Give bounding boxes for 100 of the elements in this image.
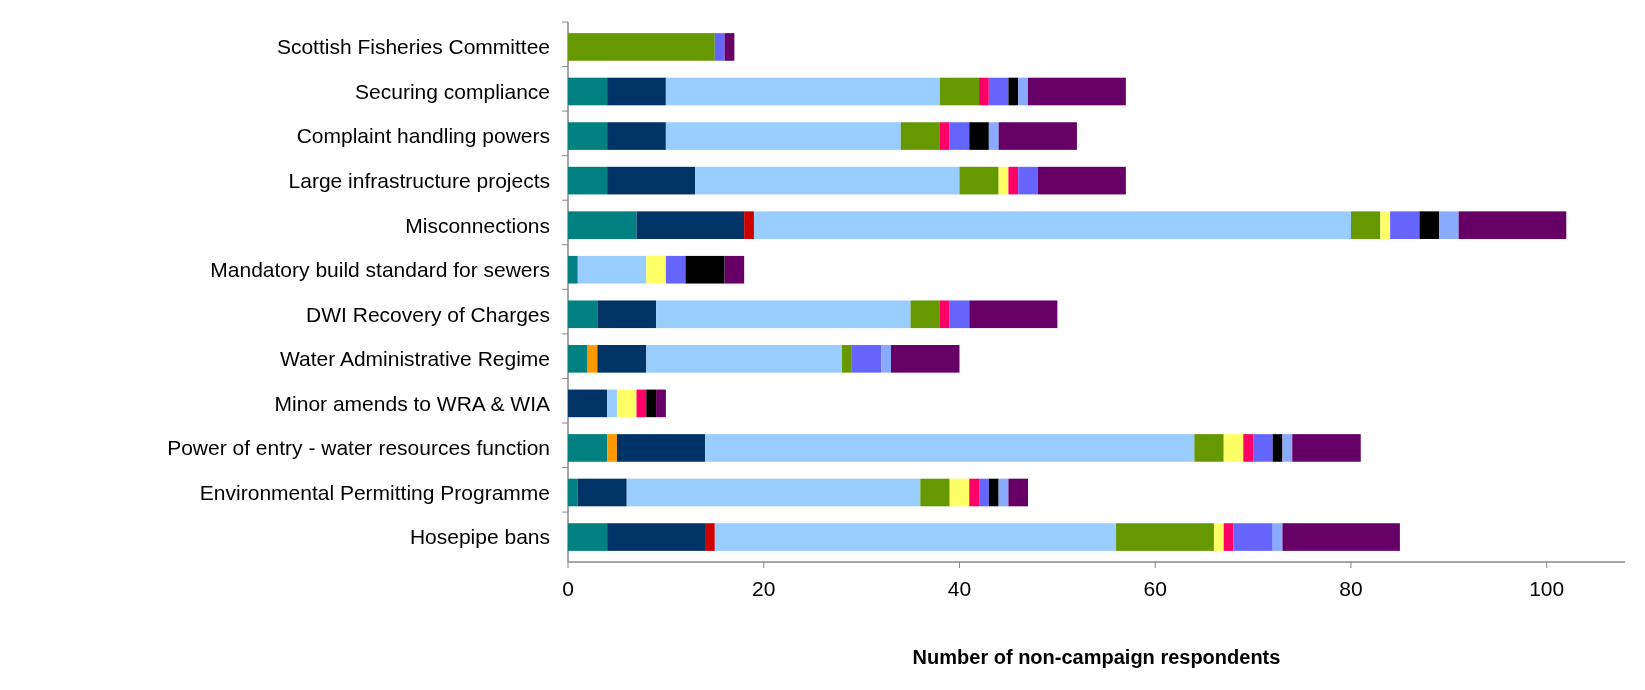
bar [988, 77, 1009, 106]
bar [568, 122, 608, 150]
bar [1018, 166, 1038, 195]
y-tick-label: Hosepipe bans [409, 525, 550, 549]
bar [1008, 478, 1028, 507]
bar [1194, 434, 1224, 462]
bar [695, 166, 960, 195]
bar [636, 211, 745, 239]
bar [939, 300, 950, 329]
x-tick-label: 20 [752, 577, 776, 600]
bar [910, 300, 940, 329]
y-tick-label: Large infrastructure projects [288, 168, 550, 192]
bar [568, 523, 608, 551]
bar [685, 255, 725, 284]
y-tick-label: Scottish Fisheries Committee [276, 35, 550, 59]
bar [744, 211, 754, 239]
bar [568, 33, 715, 61]
x-tick-label: 100 [1529, 577, 1565, 600]
y-tick-label: Complaint handling powers [296, 124, 550, 148]
bar [1282, 434, 1293, 462]
y-tick-label: Water Administrative Regime [280, 347, 550, 371]
bar [842, 345, 852, 373]
bar [607, 434, 617, 462]
x-tick-label: 40 [947, 577, 972, 600]
bar [900, 122, 940, 150]
bar [1253, 434, 1273, 462]
bar [705, 523, 715, 551]
bar [881, 345, 891, 373]
bar [656, 389, 666, 418]
bar [998, 122, 1077, 150]
bar [949, 122, 970, 150]
bar [665, 77, 940, 106]
bar [568, 77, 608, 106]
x-tick-label: 0 [562, 577, 574, 600]
bar [577, 478, 627, 507]
bar [714, 523, 1117, 551]
y-tick-label: Securing compliance [355, 79, 550, 103]
bar [969, 122, 989, 150]
bar [1458, 211, 1567, 239]
bar [626, 478, 921, 507]
x-tick-label: 80 [1339, 577, 1363, 600]
bar [988, 478, 999, 507]
bar [577, 255, 647, 284]
bar [607, 523, 706, 551]
y-tick-label: Environmental Permitting Programme [199, 480, 550, 504]
bar [587, 345, 598, 373]
bar [607, 389, 617, 418]
bar [607, 122, 666, 150]
bar [616, 434, 706, 462]
bar [1272, 434, 1283, 462]
y-tick-label: Power of entry - water resources function [167, 436, 550, 460]
bar [568, 255, 578, 284]
y-tick-label: Misconnections [405, 213, 550, 237]
bar [998, 478, 1009, 507]
bar [1018, 77, 1028, 106]
bar [724, 255, 745, 284]
bar [1292, 434, 1361, 462]
y-tick-label: DWI Recovery of Charges [306, 302, 550, 326]
bar [607, 77, 666, 106]
bar [1027, 77, 1126, 106]
bar [568, 478, 578, 507]
bar [1223, 434, 1244, 462]
bar [1390, 211, 1420, 239]
x-axis-title: Number of non-campaign respondents [912, 646, 1281, 668]
bar [568, 300, 598, 329]
bar [1008, 166, 1019, 195]
bar [1419, 211, 1440, 239]
bar [656, 300, 911, 329]
bar [753, 211, 1351, 239]
x-tick-label: 60 [1143, 577, 1167, 600]
bar [920, 478, 950, 507]
bar [1233, 523, 1273, 551]
bar [714, 33, 725, 61]
bar [646, 345, 843, 373]
bar [568, 434, 608, 462]
bar [949, 478, 970, 507]
bar [568, 166, 608, 195]
bar [979, 478, 989, 507]
bar [1008, 77, 1019, 106]
bar [607, 166, 696, 195]
bar [890, 345, 960, 373]
bar [949, 300, 970, 329]
bar [665, 122, 901, 150]
bar [1439, 211, 1459, 239]
bar [851, 345, 882, 373]
bar [979, 77, 989, 106]
bar [597, 300, 657, 329]
bar [988, 122, 999, 150]
bar [969, 478, 980, 507]
bar [636, 389, 647, 418]
bar [1243, 434, 1254, 462]
bar [998, 166, 1009, 195]
bar [568, 211, 637, 239]
bar [959, 166, 999, 195]
bar [969, 300, 1058, 329]
bar [1350, 211, 1381, 239]
bar [705, 434, 1195, 462]
bar [939, 77, 980, 106]
bar [616, 389, 637, 418]
y-tick-label: Minor amends to WRA & WIA [274, 391, 550, 415]
